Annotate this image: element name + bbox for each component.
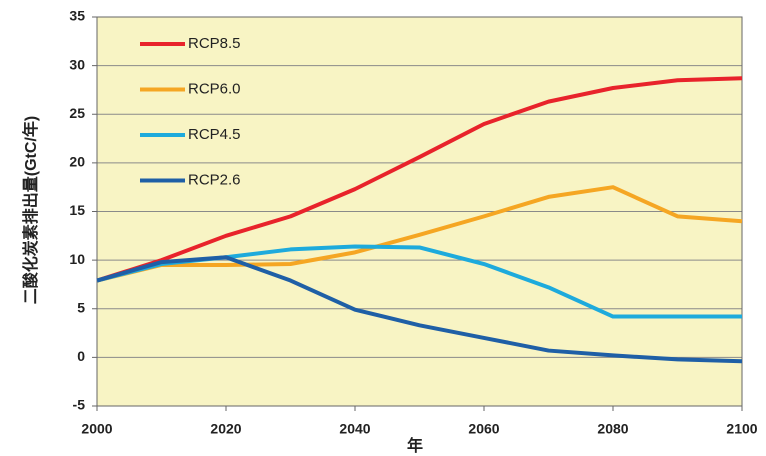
series-line: [96, 76, 743, 283]
plot-border: [96, 16, 743, 407]
x-tick-label: 2100: [726, 421, 757, 437]
y-tick-label: 30: [69, 56, 85, 72]
legend-label: RCP8.5: [188, 35, 241, 52]
x-tick-label: 2040: [339, 421, 370, 437]
y-tick-label: 0: [77, 348, 85, 364]
x-axis-title: 年: [407, 436, 423, 455]
y-tick-label: 5: [77, 299, 85, 315]
x-tick-label: 2000: [81, 421, 112, 437]
series-line: [96, 255, 743, 364]
y-axis-title: 二酸化炭素排出量(GtC/年): [21, 116, 40, 304]
y-tick-label: 15: [69, 202, 85, 218]
y-tick-label: 35: [69, 8, 85, 24]
x-tick-label: 2060: [468, 421, 499, 437]
y-tick-label: 20: [69, 154, 85, 170]
x-tick-label: 2080: [597, 421, 628, 437]
y-tick-label: -5: [73, 397, 86, 413]
y-tick-label: 25: [69, 105, 85, 121]
legend-label: RCP4.5: [188, 126, 241, 143]
legend-label: RCP2.6: [188, 171, 241, 188]
series-line: [96, 185, 743, 283]
legend-label: RCP6.0: [188, 80, 241, 97]
y-tick-label: 10: [69, 251, 85, 267]
x-tick-label: 2020: [210, 421, 241, 437]
